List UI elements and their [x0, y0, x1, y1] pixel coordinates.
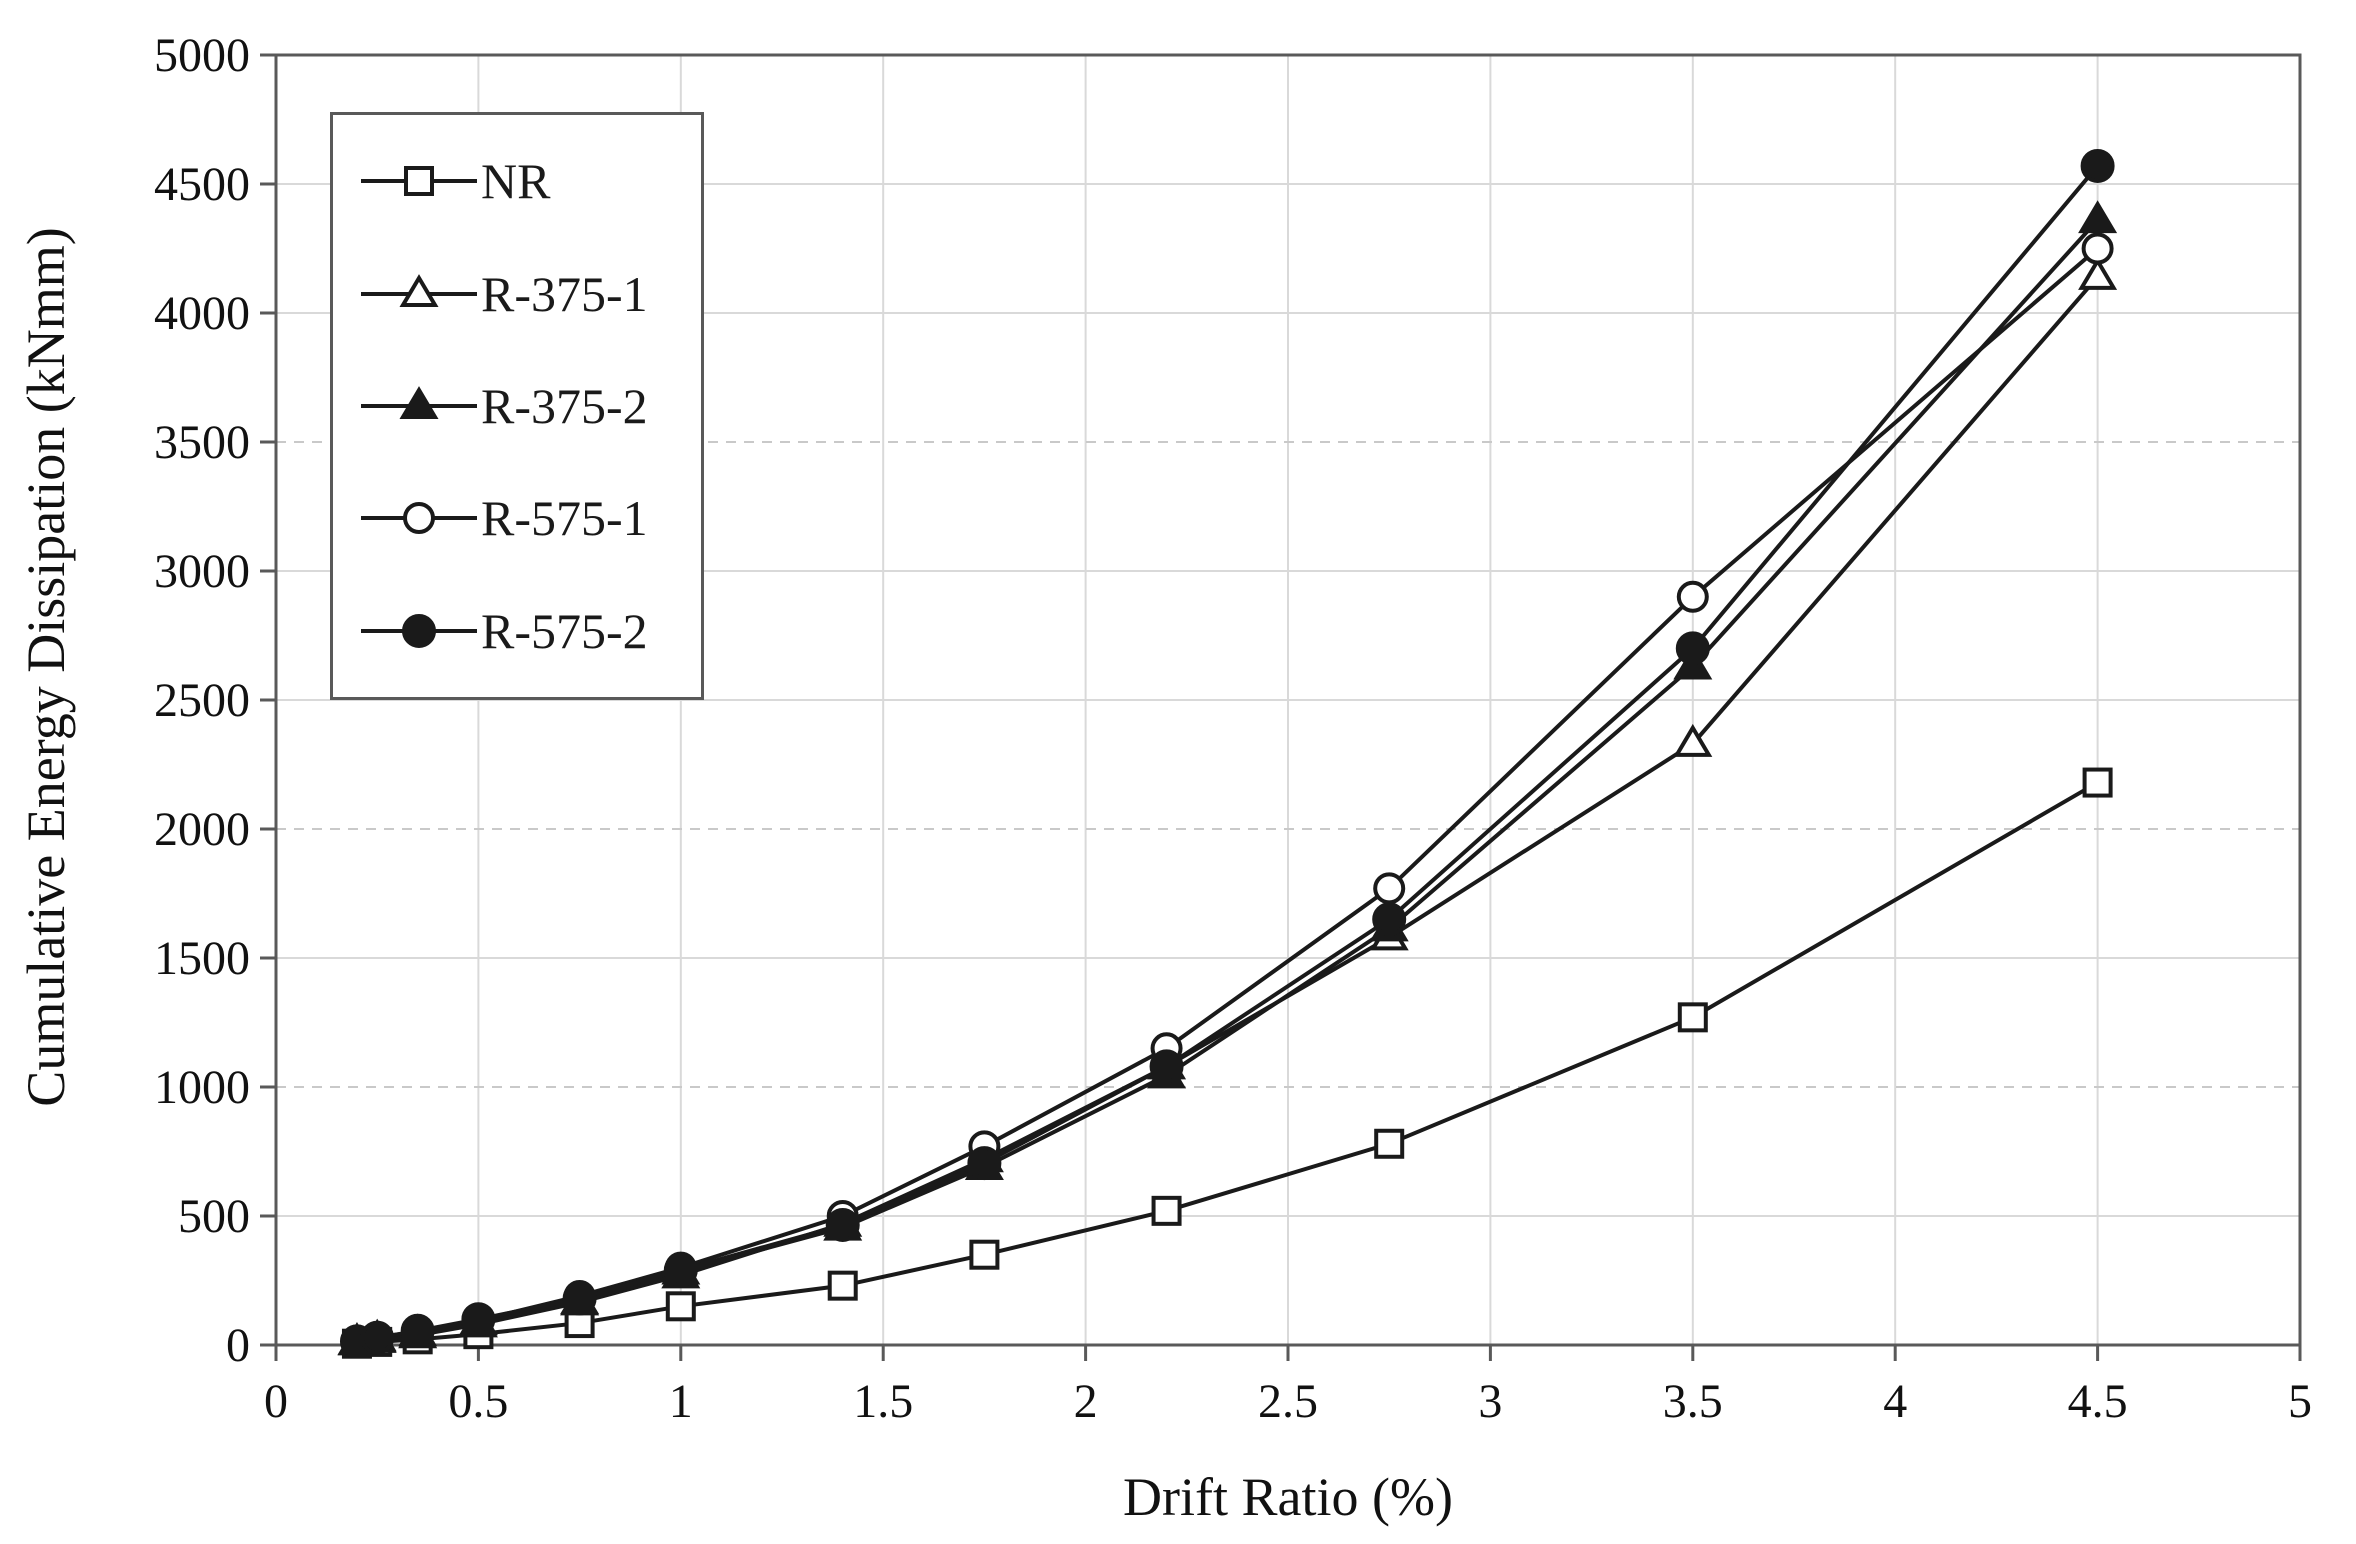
marker-circle-filled — [402, 613, 436, 648]
circle-open-legend-glyph — [361, 502, 477, 535]
marker-triangle-filled — [399, 386, 439, 419]
x-tick-label: 4.5 — [2068, 1375, 2128, 1428]
marker-square-open — [404, 166, 434, 197]
series-line-NR — [356, 780, 2099, 1346]
y-tick-label: 0 — [226, 1319, 250, 1372]
marker-circle-open — [403, 502, 435, 535]
x-tick-label: 4 — [1883, 1375, 1907, 1428]
y-tick-label: 4000 — [154, 287, 250, 340]
marker-circle-filled — [1372, 902, 1407, 937]
marker-circle-filled — [360, 1320, 395, 1355]
triangle-filled-legend-glyph — [361, 386, 477, 419]
marker-square-open — [2082, 767, 2113, 798]
marker-circle-filled — [967, 1146, 1002, 1181]
legend-label: R-575-2 — [481, 602, 648, 659]
x-tick-label: 2 — [1074, 1375, 1098, 1428]
y-tick-label: 500 — [178, 1190, 250, 1243]
legend: NR R-375-1 R-375-2 R-575-1 R-575-2 — [330, 112, 704, 700]
marker-circle-filled — [825, 1208, 860, 1243]
marker-circle-filled — [663, 1253, 698, 1288]
legend-item-R-575-2: R-575-2 — [359, 601, 691, 661]
marker-triangle-filled — [2078, 200, 2118, 234]
marker-circle-filled — [2080, 148, 2115, 183]
x-tick-label: 3.5 — [1663, 1375, 1723, 1428]
x-tick-label: 2.5 — [1258, 1375, 1318, 1428]
marker-triangle-open — [1673, 723, 1713, 757]
marker-square-open — [665, 1291, 696, 1322]
marker-square-open — [827, 1270, 858, 1301]
legend-item-NR: NR — [359, 151, 691, 211]
marker-circle-filled — [400, 1313, 435, 1348]
marker-square-open — [1374, 1128, 1405, 1159]
x-tick-label: 5 — [2288, 1375, 2312, 1428]
x-tick-label: 1 — [669, 1375, 693, 1428]
series-markers-NR — [341, 767, 2113, 1359]
x-tick-label: 0 — [264, 1375, 288, 1428]
marker-circle-filled — [1675, 631, 1710, 666]
marker-square-open — [969, 1239, 1000, 1270]
marker-square-open — [1677, 1002, 1708, 1033]
triangle-open-legend-glyph — [361, 273, 477, 307]
y-tick-label: 5000 — [154, 29, 250, 82]
legend-label: NR — [481, 153, 551, 210]
marker-circle-open — [2081, 232, 2114, 265]
legend-item-R-375-2: R-375-2 — [359, 376, 691, 436]
legend-label: R-375-1 — [481, 265, 648, 322]
marker-circle-open — [1676, 580, 1709, 613]
series-markers-R-575-2 — [339, 148, 2115, 1359]
x-tick-label: 3 — [1478, 1375, 1502, 1428]
marker-square-open — [1151, 1195, 1182, 1226]
circle-filled-legend-glyph — [361, 613, 477, 648]
y-tick-label: 4500 — [154, 158, 250, 211]
square-open-legend-glyph — [361, 166, 477, 197]
marker-triangle-open — [399, 273, 439, 307]
marker-circle-filled — [562, 1281, 597, 1316]
y-tick-label: 3500 — [154, 416, 250, 469]
legend-label: R-375-2 — [481, 377, 648, 434]
y-axis-title: Cumulative Energy Dissipation (kNmm) — [16, 227, 76, 1107]
y-tick-label: 1500 — [154, 932, 250, 985]
legend-item-R-575-1: R-575-1 — [359, 488, 691, 548]
marker-triangle-open — [2078, 256, 2118, 290]
marker-circle-filled — [1149, 1049, 1184, 1084]
marker-circle-filled — [461, 1302, 496, 1337]
marker-circle-open — [1373, 872, 1406, 905]
y-tick-label: 2500 — [154, 674, 250, 727]
y-tick-label: 2000 — [154, 803, 250, 856]
y-tick-label: 1000 — [154, 1061, 250, 1114]
y-tick-label: 3000 — [154, 545, 250, 598]
legend-label: R-575-1 — [481, 490, 648, 547]
legend-item-R-375-1: R-375-1 — [359, 264, 691, 324]
x-tick-label: 1.5 — [853, 1375, 913, 1428]
x-tick-label: 0.5 — [448, 1375, 508, 1428]
x-axis-title: Drift Ratio (%) — [1123, 1467, 1453, 1527]
